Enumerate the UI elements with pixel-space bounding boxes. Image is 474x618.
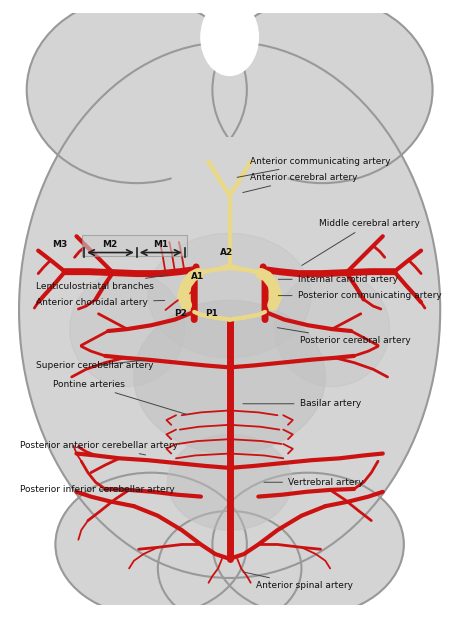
Text: Pontine arteries: Pontine arteries <box>53 380 187 415</box>
Text: P2: P2 <box>174 309 187 318</box>
Text: Posterior anterior cerebellar artery: Posterior anterior cerebellar artery <box>20 441 178 455</box>
Text: Middle cerebral artery: Middle cerebral artery <box>302 219 419 265</box>
Text: Anterior choroidal artery: Anterior choroidal artery <box>36 298 164 307</box>
Text: A2: A2 <box>220 248 233 258</box>
Text: M2: M2 <box>102 240 118 250</box>
Ellipse shape <box>19 42 440 578</box>
Text: M1: M1 <box>153 240 168 250</box>
Text: Lenticulostriatal branches: Lenticulostriatal branches <box>36 275 167 290</box>
Ellipse shape <box>148 234 311 358</box>
Text: Basilar artery: Basilar artery <box>243 399 361 408</box>
Ellipse shape <box>172 138 287 214</box>
Text: Vertrebral artery: Vertrebral artery <box>264 478 364 487</box>
Ellipse shape <box>201 0 258 75</box>
Text: P1: P1 <box>205 309 218 318</box>
Text: Posterior inferior cerebellar artery: Posterior inferior cerebellar artery <box>20 485 175 494</box>
Text: Anterior communicating artery: Anterior communicating artery <box>237 157 390 177</box>
Ellipse shape <box>212 0 433 183</box>
Text: M3: M3 <box>53 240 68 250</box>
Ellipse shape <box>274 272 390 386</box>
Text: Superior cerebellar artery: Superior cerebellar artery <box>36 360 154 370</box>
Ellipse shape <box>212 473 404 616</box>
Ellipse shape <box>27 0 247 183</box>
Text: Internal carotid artery: Internal carotid artery <box>278 275 398 284</box>
Ellipse shape <box>167 434 292 530</box>
Text: Anterior cerebral artery: Anterior cerebral artery <box>243 174 357 193</box>
Ellipse shape <box>134 300 325 454</box>
Ellipse shape <box>158 511 301 618</box>
Text: A1: A1 <box>191 273 205 281</box>
FancyBboxPatch shape <box>82 235 187 256</box>
Text: Posterior cerebral artery: Posterior cerebral artery <box>277 328 410 345</box>
Text: Anterior spinal artery: Anterior spinal artery <box>243 572 354 590</box>
Text: Posterior communicating artery: Posterior communicating artery <box>278 291 441 300</box>
Ellipse shape <box>70 272 185 386</box>
Ellipse shape <box>55 473 247 616</box>
